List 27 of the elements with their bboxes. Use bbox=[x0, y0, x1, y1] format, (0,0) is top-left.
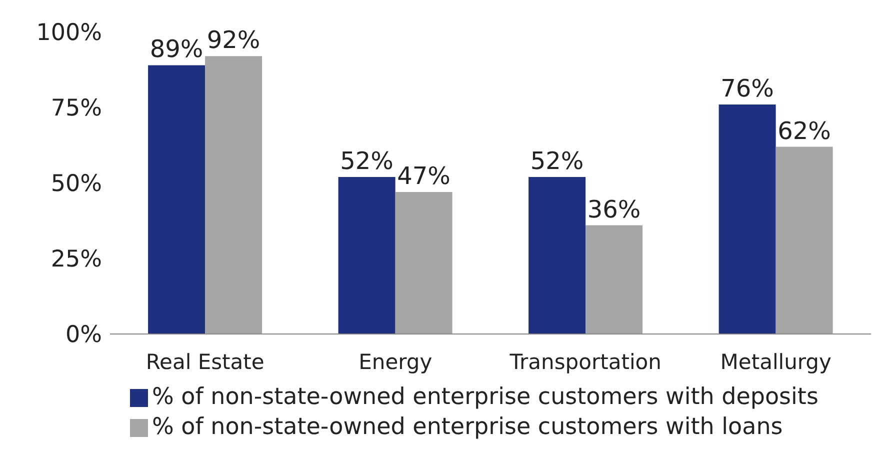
bar bbox=[395, 192, 452, 334]
y-tick-label: 25% bbox=[50, 246, 102, 273]
bar bbox=[148, 65, 206, 334]
data-label: 62% bbox=[778, 116, 831, 145]
bar bbox=[338, 176, 396, 334]
data-label: 89% bbox=[150, 35, 204, 64]
data-label: 92% bbox=[206, 26, 260, 54]
x-tick-label: Metallurgy bbox=[720, 350, 832, 374]
bar bbox=[586, 225, 643, 334]
data-label: 52% bbox=[530, 146, 584, 175]
data-label: 52% bbox=[340, 146, 394, 175]
y-tick-label: 50% bbox=[50, 171, 102, 198]
data-label: 36% bbox=[587, 195, 641, 224]
x-tick-label: Energy bbox=[358, 350, 432, 374]
bar bbox=[528, 176, 586, 334]
y-tick-label: 100% bbox=[36, 20, 102, 46]
x-tick-label: Transportation bbox=[508, 350, 662, 374]
bar bbox=[718, 104, 776, 334]
legend-label: % of non-state-owned enterprise customers with deposits bbox=[152, 384, 818, 410]
bar bbox=[205, 56, 262, 334]
bar bbox=[776, 146, 833, 334]
x-tick-label: Real Estate bbox=[146, 350, 264, 374]
data-label: 47% bbox=[397, 162, 450, 190]
y-tick-label: 0% bbox=[66, 322, 102, 348]
y-tick-label: 75% bbox=[50, 96, 102, 122]
data-label: 76% bbox=[720, 74, 774, 102]
legend-label: % of non-state-owned enterprise customers with loans bbox=[152, 414, 783, 440]
